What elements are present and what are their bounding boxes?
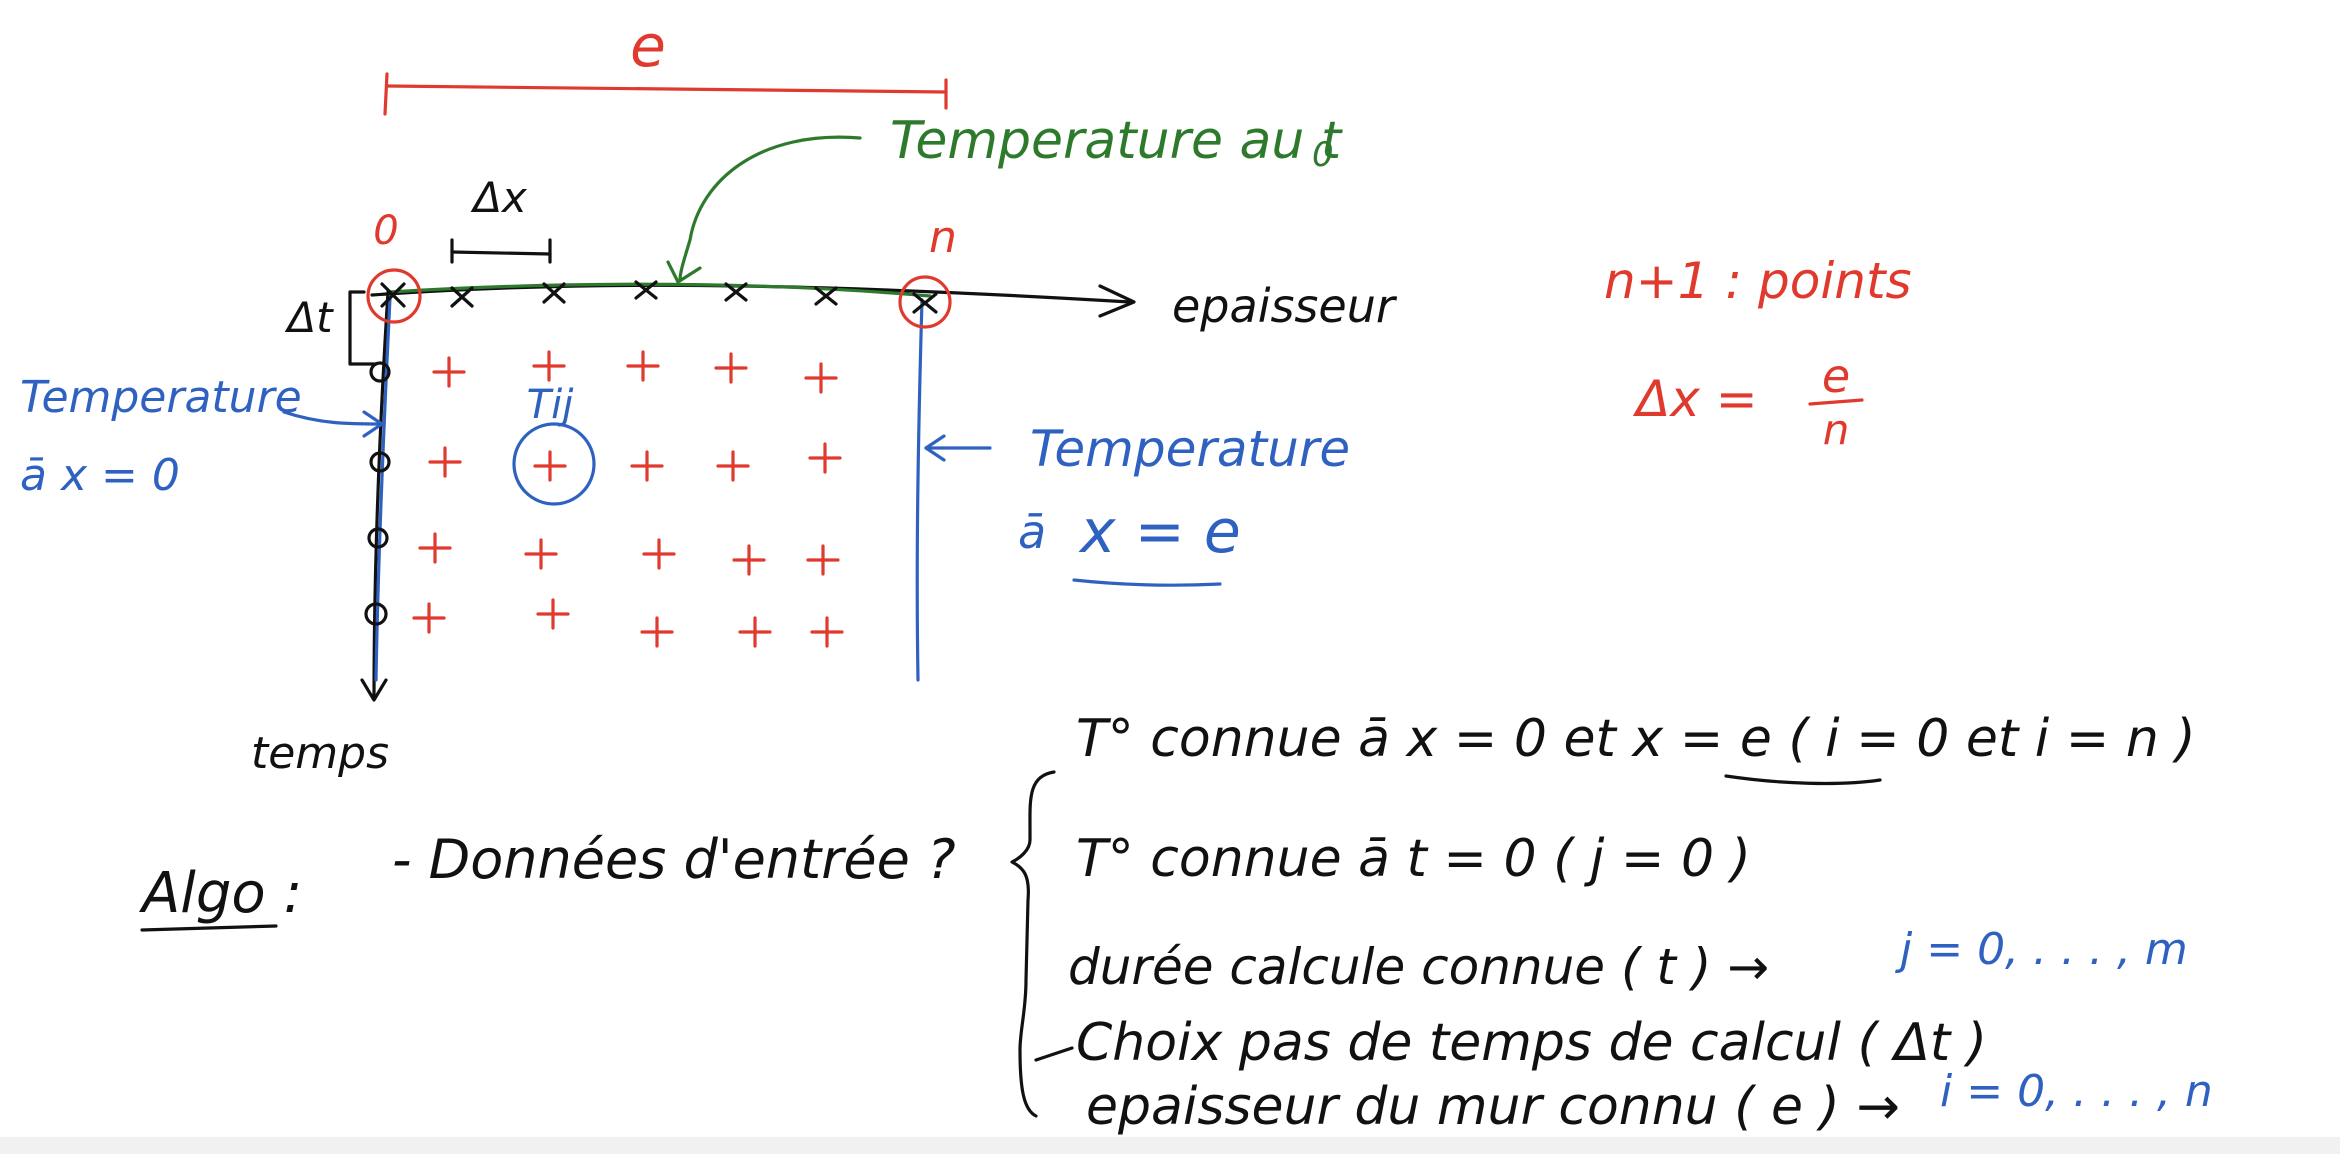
algo-section: Algo : - Données d'entrée ? T° connue ā … xyxy=(139,709,2213,1137)
initial-temperature-text: Temperature au t xyxy=(890,111,1343,171)
algo-item-3-note: j = 0, . . . , m xyxy=(1895,924,2188,975)
thickness-label: e xyxy=(630,12,666,80)
dx-formula: Δx = e n xyxy=(1632,349,1864,454)
dx-formula-numerator: e xyxy=(1822,349,1850,403)
algo-title: Algo : xyxy=(139,861,302,926)
index-end-label: n xyxy=(929,212,957,263)
algo-item-5: epaisseur du mur connu ( e ) → xyxy=(1086,1077,1900,1137)
algo-item-5-note: i = 0, . . . , n xyxy=(1940,1066,2213,1117)
algo-item-4: Choix pas de temps de calcul ( Δt ) xyxy=(1076,1013,1987,1073)
dx-label: Δx xyxy=(470,173,528,222)
algo-item-2: T° connue ā t = 0 ( j = 0 ) xyxy=(1076,829,1751,889)
right-note-line2-expr: x = e xyxy=(1078,497,1241,567)
index-start-label: 0 xyxy=(373,208,398,254)
time-axis-label: temps xyxy=(251,728,389,779)
axis-grid-points xyxy=(380,280,938,314)
space-axis-label: epaisseur xyxy=(1172,279,1398,333)
initial-temperature-note: Temperature au t 0 xyxy=(666,111,1343,284)
initial-temperature-subscript: 0 xyxy=(1312,135,1334,175)
algo-item-4-dash xyxy=(1034,1046,1074,1062)
dt-label: Δt xyxy=(284,293,334,342)
left-boundary-line xyxy=(374,296,392,682)
canvas-bottom-strip xyxy=(0,1137,2340,1154)
dt-dimension: Δt xyxy=(284,290,378,366)
space-axis xyxy=(370,283,1136,318)
points-count-note: n+1 : points xyxy=(1604,252,1912,310)
left-note-line2: ā x = 0 xyxy=(20,450,180,501)
right-boundary-note: Temperature ā x = e xyxy=(924,420,1350,587)
right-boundary-line xyxy=(915,298,924,682)
right-note-line2-prefix: ā xyxy=(1018,505,1046,559)
algo-item-3: durée calcule connue ( t ) → xyxy=(1068,938,1769,996)
cell-label: Tij xyxy=(527,382,575,428)
algo-item-1: T° connue ā x = 0 et x = e ( i = 0 et i … xyxy=(1076,709,2196,769)
dx-dimension: Δx xyxy=(450,173,552,264)
dx-formula-lhs: Δx = xyxy=(1632,370,1758,428)
right-note-line1: Temperature xyxy=(1030,420,1350,478)
boundary-nodes xyxy=(364,361,391,626)
algo-item-1-underline xyxy=(1724,774,1882,786)
start-node-circle xyxy=(366,268,422,324)
cell-highlight-circle xyxy=(512,422,596,506)
algo-brace xyxy=(1010,770,1056,1118)
end-node-circle xyxy=(898,275,952,329)
dx-formula-denominator: n xyxy=(1823,405,1850,454)
thickness-dimension: e xyxy=(383,12,948,116)
initial-temperature-line xyxy=(388,282,932,298)
algo-question: - Données d'entrée ? xyxy=(392,828,956,891)
time-axis xyxy=(360,290,390,702)
left-note-line1: Temperature xyxy=(20,372,302,423)
left-boundary-note: Temperature ā x = 0 xyxy=(20,372,384,501)
interior-grid-points xyxy=(412,350,844,648)
